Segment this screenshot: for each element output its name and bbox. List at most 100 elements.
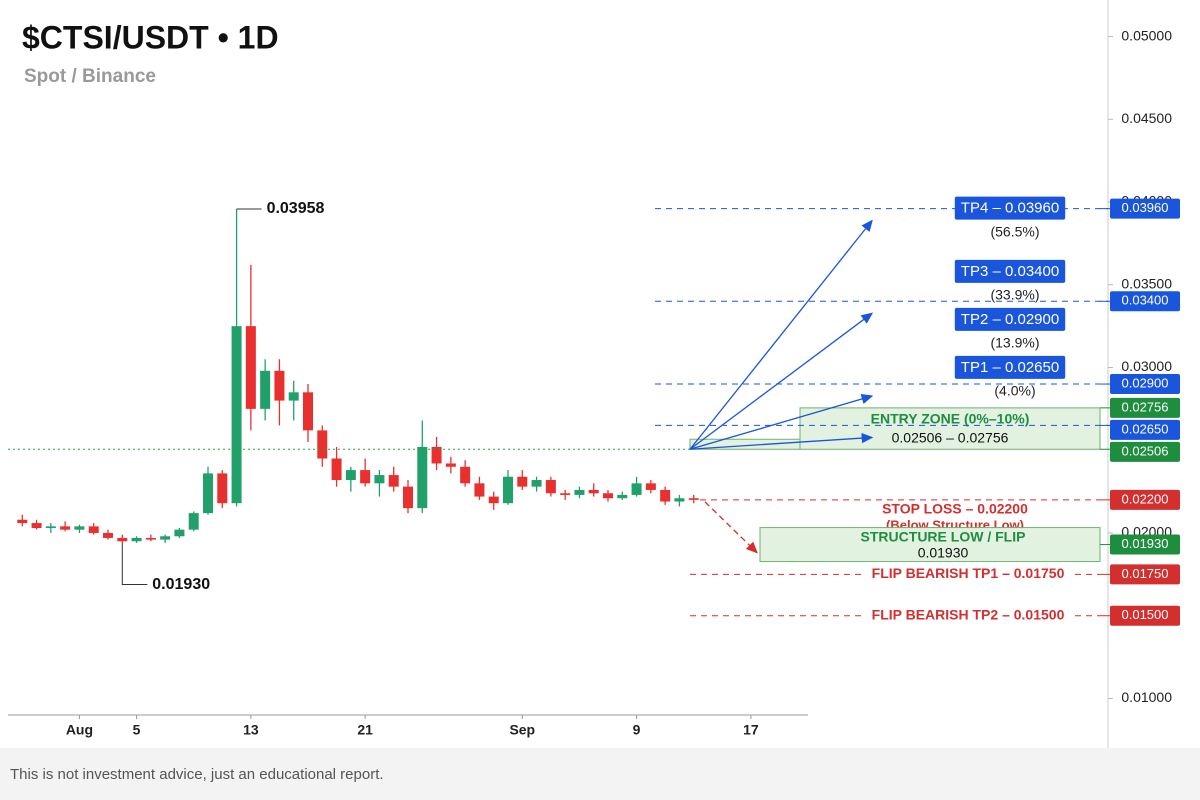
candle-body	[117, 537, 128, 542]
footnote: This is not investment advice, just an e…	[10, 766, 384, 783]
candle-body	[245, 326, 256, 409]
target-arrow	[689, 219, 873, 450]
price-tag: 0.02650	[1110, 419, 1180, 440]
price-tag-box	[1110, 605, 1180, 626]
price-tag-label: 0.02506	[1122, 443, 1169, 458]
candle-body	[274, 370, 285, 401]
candle-body	[688, 498, 699, 500]
target-label: TP1 – 0.02650	[961, 359, 1059, 376]
target-label-group: TP4 – 0.03960	[954, 196, 1066, 220]
price-tag: 0.01500	[1110, 605, 1180, 626]
y-tick-label: 0.04500	[1121, 110, 1172, 126]
candle-body	[60, 526, 71, 530]
candle-body	[560, 493, 571, 495]
candle-body	[617, 494, 628, 499]
candle-body	[631, 483, 642, 495]
flip-label: FLIP BEARISH TP1 – 0.01750	[872, 565, 1065, 581]
flip-label-group: FLIP BEARISH TP2 – 0.01500	[865, 603, 1071, 626]
flip-label-group: FLIP BEARISH TP1 – 0.01750	[865, 562, 1071, 585]
candle-body	[488, 496, 499, 504]
entry-zone-range: 0.02506 – 0.02756	[892, 430, 1009, 446]
target-label-group: TP3 – 0.03400	[954, 259, 1066, 283]
candle-body	[31, 523, 42, 529]
price-tag-label: 0.01750	[1122, 566, 1169, 581]
price-tag-box	[1110, 441, 1180, 462]
annotation-label: 0.01930	[152, 576, 210, 593]
candle-body	[574, 489, 585, 495]
candle-body	[360, 470, 371, 484]
target-label-box	[954, 355, 1066, 379]
candle-body	[203, 473, 213, 514]
price-tag: 0.02900	[1110, 374, 1180, 395]
target-note: (4.0%)	[994, 383, 1035, 399]
flip-label-box	[865, 562, 1071, 585]
candle-body	[88, 526, 99, 533]
candle-body	[260, 370, 271, 409]
annotation-leader	[121, 544, 148, 586]
x-tick-label: 17	[743, 722, 759, 738]
target-arrow	[689, 432, 874, 450]
target-label-box	[954, 196, 1066, 220]
price-tag-label: 0.03960	[1122, 200, 1169, 215]
candle-body	[145, 537, 156, 540]
y-tick-label: 0.03000	[1121, 358, 1172, 374]
target-label: TP3 – 0.03400	[961, 263, 1059, 280]
price-tag-box	[1110, 198, 1180, 219]
price-tag-box	[1110, 374, 1180, 395]
price-tag-label: 0.01500	[1122, 607, 1169, 622]
candle-body	[345, 470, 356, 481]
target-label: TP4 – 0.03960	[961, 200, 1059, 217]
candle-body	[445, 463, 456, 467]
candle-body	[174, 529, 185, 537]
target-label-box	[954, 307, 1066, 331]
x-tick-label: 21	[357, 722, 373, 738]
price-tag-box	[1110, 397, 1180, 418]
target-label-group: TP2 – 0.02900	[954, 307, 1066, 331]
price-tag-label: 0.02650	[1122, 421, 1169, 436]
entry-zone-ext	[689, 438, 801, 450]
price-tag-label: 0.02200	[1122, 491, 1169, 506]
candle-body	[17, 519, 28, 524]
price-tag: 0.02506	[1110, 441, 1180, 462]
candle-body	[674, 498, 685, 502]
x-tick-label: 5	[133, 722, 141, 738]
candle-body	[603, 493, 613, 499]
candle-body	[74, 526, 85, 530]
structure-arrow	[704, 501, 758, 554]
annotation-label: 0.03958	[267, 200, 325, 217]
candle-body	[645, 483, 656, 490]
structure-value: 0.01930	[918, 544, 969, 560]
price-tag: 0.02756	[1110, 397, 1180, 418]
stop-loss-label: STOP LOSS – 0.02200	[882, 501, 1028, 517]
price-tag-box	[1110, 564, 1180, 585]
structure-label: STRUCTURE LOW / FLIP	[861, 528, 1026, 544]
candle-body	[303, 392, 313, 431]
candle-body	[431, 446, 442, 464]
candle-body	[45, 526, 56, 529]
price-tag-box	[1110, 419, 1180, 440]
candle-body	[131, 537, 142, 542]
chart-title: $CTSI/USDT • 1D	[22, 19, 279, 55]
candle-body	[103, 532, 113, 538]
target-arrow	[689, 312, 874, 450]
price-tag-box	[1110, 534, 1180, 555]
entry-zone-label: ENTRY ZONE (0%–10%)	[871, 411, 1030, 427]
y-tick-label: 0.01000	[1121, 689, 1172, 705]
price-tag-label: 0.03400	[1122, 293, 1169, 308]
structure-box	[759, 527, 1101, 563]
price-tag-box	[1110, 291, 1180, 312]
price-tag-label: 0.01930	[1122, 536, 1169, 551]
candle-body	[331, 458, 342, 481]
y-tick-label: 0.03500	[1121, 275, 1172, 291]
x-tick-label: 13	[243, 722, 259, 738]
flip-label-box	[865, 603, 1071, 626]
candle-body	[288, 392, 299, 401]
price-tag: 0.03960	[1110, 198, 1180, 219]
price-tag: 0.03400	[1110, 291, 1180, 312]
candle-body	[474, 483, 485, 497]
target-label-box	[954, 259, 1066, 283]
target-note: (13.9%)	[990, 335, 1039, 351]
candle-body	[517, 476, 528, 487]
